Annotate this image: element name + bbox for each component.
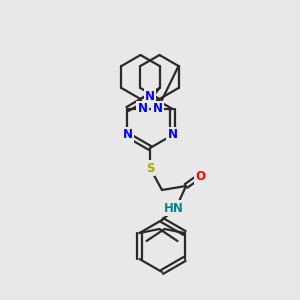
Text: N: N [145,89,155,103]
Text: O: O [195,169,205,182]
Text: N: N [152,103,163,116]
Text: N: N [122,128,133,142]
Text: N: N [137,103,148,116]
Text: HN: HN [164,202,184,214]
Text: S: S [146,161,154,175]
Text: N: N [167,128,178,142]
